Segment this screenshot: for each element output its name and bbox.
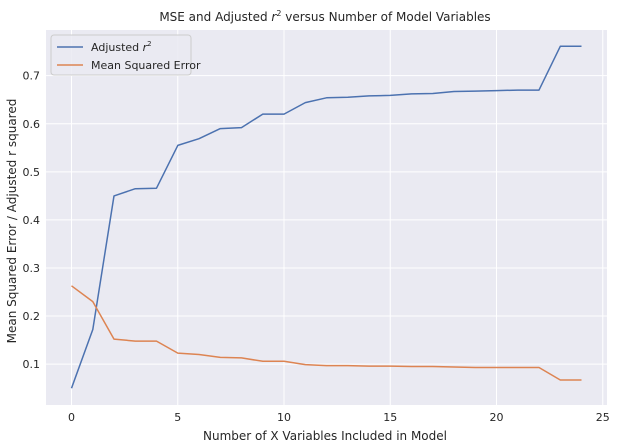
legend-box <box>50 34 192 76</box>
legend-entry-label: Adjusted r2 <box>91 40 152 54</box>
chart-title: MSE and Adjusted r2 versus Number of Mod… <box>159 9 490 24</box>
x-tick-label: 20 <box>490 411 504 424</box>
x-tick-label: 10 <box>277 411 291 424</box>
legend-entry-label: Mean Squared Error <box>91 59 201 72</box>
series-line-adjusted-r2 <box>70 45 582 389</box>
x-tick-label: 15 <box>383 411 397 424</box>
y-tick-label: 0.7 <box>23 70 41 83</box>
x-tick-label: 0 <box>68 411 75 424</box>
plot-background <box>46 30 607 405</box>
y-tick-label: 0.6 <box>23 118 41 131</box>
y-tick-label: 0.5 <box>23 166 41 179</box>
y-tick-label: 0.1 <box>23 358 41 371</box>
y-tick-label: 0.4 <box>23 214 41 227</box>
y-axis-label: Mean Squared Error / Adjusted r squared <box>5 99 19 344</box>
y-tick-label: 0.3 <box>23 262 41 275</box>
legend: Adjusted r2 Mean Squared Error <box>50 34 201 76</box>
y-tick-label: 0.2 <box>23 310 41 323</box>
x-tick-label: 25 <box>596 411 610 424</box>
plot-area: 0.1 0.2 0.3 0.4 0.5 0.6 0.7 0 5 10 15 20 25 <box>23 30 610 424</box>
x-tick-label: 5 <box>174 411 181 424</box>
x-axis-label: Number of X Variables Included in Model <box>203 429 447 443</box>
series-line-mse <box>71 285 582 381</box>
